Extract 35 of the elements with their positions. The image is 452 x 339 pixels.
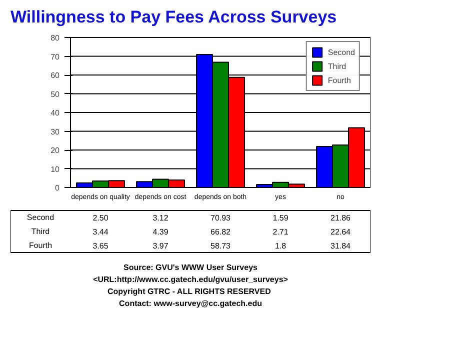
data-label: 3.97 xyxy=(152,242,169,250)
y-tick-label: 0 xyxy=(55,184,60,192)
text: Fourth xyxy=(28,241,52,250)
legend-label: Fourth xyxy=(328,76,351,84)
data-label: 4.39 xyxy=(152,228,169,236)
data-label: 70.93 xyxy=(210,214,232,222)
y-tick-label: 40 xyxy=(50,108,60,118)
data-label: 3.12 xyxy=(152,214,169,222)
text: Third xyxy=(31,227,50,236)
data-label: 22.64 xyxy=(330,228,352,236)
data-label: 3.44 xyxy=(92,228,109,236)
y-tick-label: 20 xyxy=(50,146,60,155)
y-tick-label: 80 xyxy=(50,34,60,42)
chart-title: Willingness to Pay Fees Across Surveys xyxy=(10,8,337,26)
data-label: 2.50 xyxy=(92,214,109,222)
data-label: 1.8 xyxy=(274,242,287,250)
y-tick-label: 10 xyxy=(50,164,60,174)
data-label: 31.84 xyxy=(330,242,352,250)
text: Copyright GTRC - ALL RIGHTS RESERVED xyxy=(107,287,272,296)
data-label: 1.59 xyxy=(272,214,289,222)
source-note: Source: GVU's WWW User Surveys xyxy=(124,263,258,272)
y-tick-label: 50 xyxy=(50,90,60,99)
y-tick-label: 60 xyxy=(50,71,60,80)
y-tick-label: 70 xyxy=(50,52,60,62)
data-label: 2.71 xyxy=(272,228,289,236)
data-label: 3.65 xyxy=(92,242,109,250)
text: Contact: www-survey@cc.gatech.edu xyxy=(119,299,262,308)
text: <URL:http://www.cc.gatech.edu/gvu/user_surveys> xyxy=(93,275,288,284)
y-tick-label: 30 xyxy=(50,127,60,136)
data-label: 58.73 xyxy=(210,242,232,250)
legend-label: Second xyxy=(328,48,355,56)
data-label: 21.86 xyxy=(330,214,352,222)
legend-label: Third xyxy=(328,62,348,70)
text: Second xyxy=(26,213,54,222)
data-label: 66.82 xyxy=(210,228,232,236)
